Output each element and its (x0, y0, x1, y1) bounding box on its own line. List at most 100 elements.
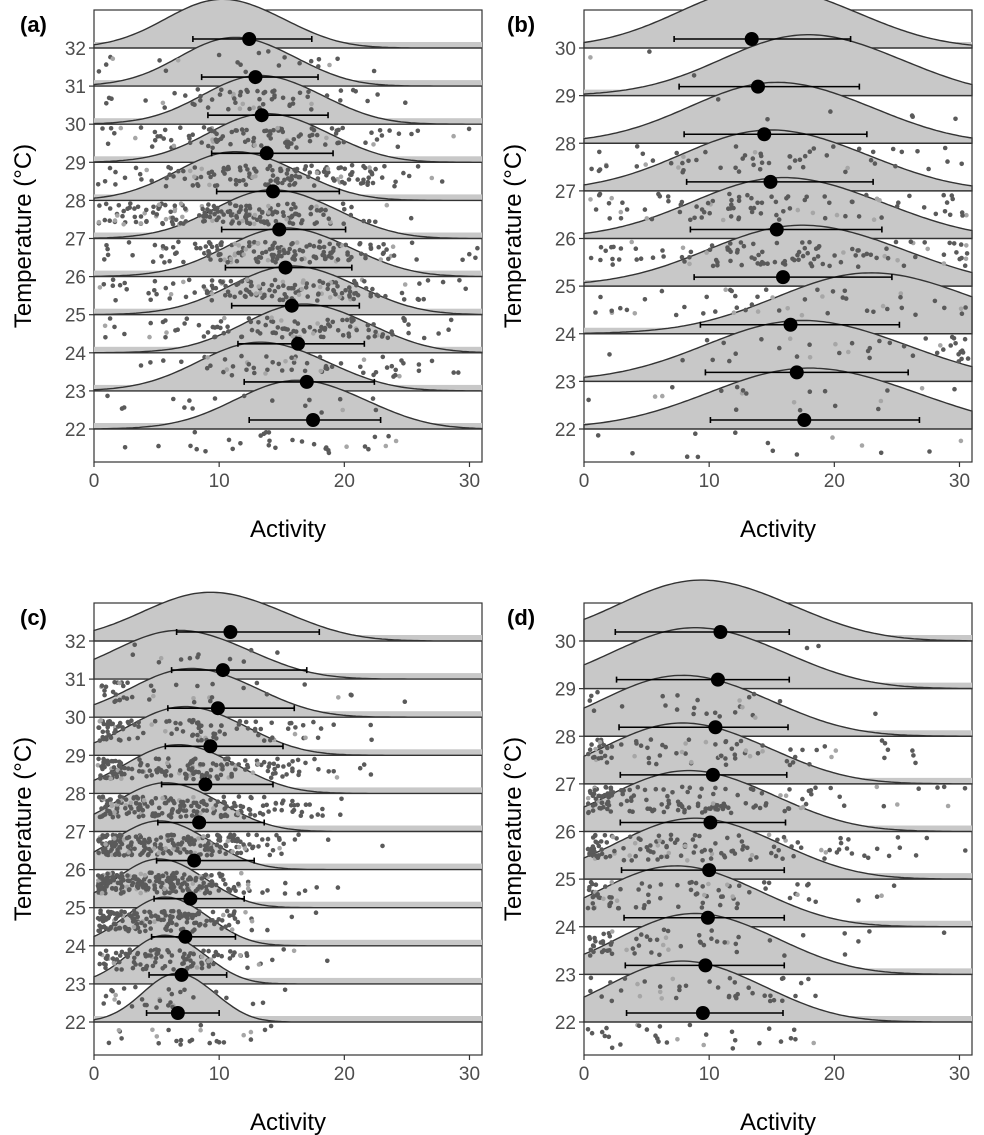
data-point (138, 962, 143, 967)
data-point (678, 943, 684, 949)
data-point (189, 813, 195, 818)
data-point (307, 138, 313, 144)
density-ridge (583, 129, 973, 192)
data-point (201, 284, 207, 289)
data-point (647, 884, 653, 889)
data-point (218, 874, 223, 879)
data-point (276, 63, 282, 68)
data-point (807, 342, 812, 348)
data-point (788, 1036, 794, 1041)
data-point (649, 950, 654, 955)
data-point (246, 243, 252, 249)
data-point (275, 202, 281, 208)
data-point (168, 928, 174, 933)
data-point (846, 837, 851, 842)
data-point (816, 244, 822, 249)
data-point (624, 798, 630, 804)
data-point (879, 738, 885, 743)
data-point (166, 949, 172, 955)
data-point (371, 68, 377, 74)
data-point (257, 207, 262, 212)
data-point (98, 718, 104, 723)
data-point (311, 719, 316, 725)
data-point (256, 962, 262, 967)
data-point (618, 216, 624, 221)
data-point (288, 803, 294, 808)
data-point (380, 251, 386, 257)
data-point (590, 894, 596, 900)
data-point (209, 298, 215, 303)
data-point (135, 204, 141, 210)
data-point (167, 890, 172, 895)
data-point (590, 881, 595, 887)
data-point (251, 249, 257, 254)
y-tick-label: 31 (65, 77, 86, 98)
data-point (425, 278, 431, 283)
x-tick-label: 10 (699, 1064, 720, 1085)
ridge-baseline (94, 863, 482, 870)
data-point (290, 766, 295, 771)
data-point (234, 213, 239, 219)
data-point (348, 692, 354, 698)
data-point (208, 797, 213, 803)
data-point (446, 327, 451, 333)
y-tick-label: 22 (65, 420, 86, 441)
data-point (212, 129, 217, 134)
data-point (325, 837, 331, 842)
data-point (145, 852, 151, 858)
data-point (200, 762, 206, 767)
data-point (949, 334, 955, 340)
data-point (701, 942, 707, 948)
data-point (122, 445, 128, 450)
data-point (265, 367, 270, 373)
data-point (207, 774, 213, 779)
data-point (291, 137, 297, 142)
data-point (208, 698, 213, 704)
data-point (963, 256, 969, 262)
data-point (757, 1040, 762, 1046)
data-point (798, 845, 804, 850)
data-point (592, 833, 598, 838)
data-point (184, 882, 190, 888)
data-point (406, 173, 412, 179)
data-point (169, 837, 174, 842)
data-point (385, 335, 391, 341)
data-point (619, 742, 624, 747)
data-point (162, 964, 168, 969)
data-point (107, 316, 113, 321)
data-point (340, 333, 346, 338)
data-point (295, 321, 301, 326)
data-point (162, 260, 167, 265)
data-point (715, 803, 720, 808)
data-point (264, 128, 269, 133)
data-point (717, 902, 723, 908)
data-point (771, 844, 777, 850)
data-point (650, 158, 656, 163)
data-point (155, 813, 160, 818)
data-point (123, 927, 129, 932)
data-point (843, 296, 849, 301)
x-tick-label: 0 (89, 471, 100, 492)
data-point (145, 804, 150, 809)
data-point (286, 762, 292, 767)
data-point (590, 755, 596, 760)
data-point (124, 835, 130, 841)
data-point (439, 179, 445, 184)
data-point (199, 140, 204, 145)
data-point (340, 201, 346, 207)
y-tick-label: 28 (555, 134, 576, 155)
data-point (702, 892, 707, 898)
data-point (697, 939, 703, 945)
data-point (897, 845, 903, 850)
data-point (299, 286, 305, 292)
data-point (239, 127, 245, 132)
data-point (406, 322, 411, 327)
data-point (878, 450, 884, 456)
data-point (592, 788, 598, 793)
data-point (466, 126, 472, 132)
data-point (214, 1038, 220, 1044)
mean-marker (254, 108, 269, 123)
data-point (105, 881, 111, 887)
data-point (871, 217, 877, 222)
data-point (787, 165, 792, 170)
